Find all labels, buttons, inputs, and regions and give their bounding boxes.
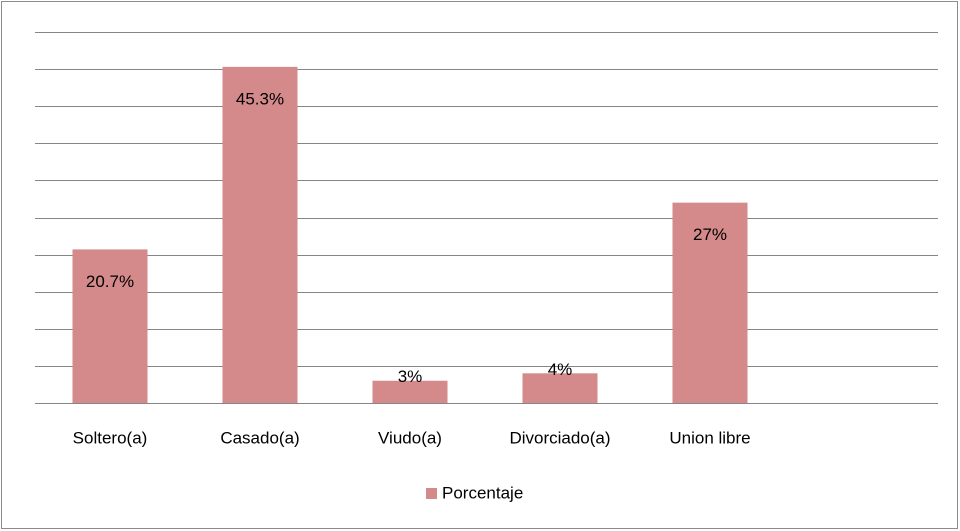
x-tick-label: Casado(a) xyxy=(220,428,299,447)
bar xyxy=(672,202,748,403)
x-tick-label: Soltero(a) xyxy=(73,428,148,447)
data-label: 45.3% xyxy=(236,89,284,108)
data-label: 3% xyxy=(398,367,423,386)
x-tick-label: Divorciado(a) xyxy=(509,428,610,447)
legend-label: Porcentaje xyxy=(442,483,523,502)
data-label: 20.7% xyxy=(86,272,134,291)
bar xyxy=(222,66,298,404)
x-tick-label: Viudo(a) xyxy=(378,428,442,447)
legend-swatch xyxy=(426,488,437,499)
bar xyxy=(72,249,148,403)
data-label: 27% xyxy=(693,225,727,244)
bar xyxy=(522,373,598,403)
bar xyxy=(372,380,448,403)
data-label: 4% xyxy=(548,360,573,379)
x-tick-label: Union libre xyxy=(669,428,750,447)
